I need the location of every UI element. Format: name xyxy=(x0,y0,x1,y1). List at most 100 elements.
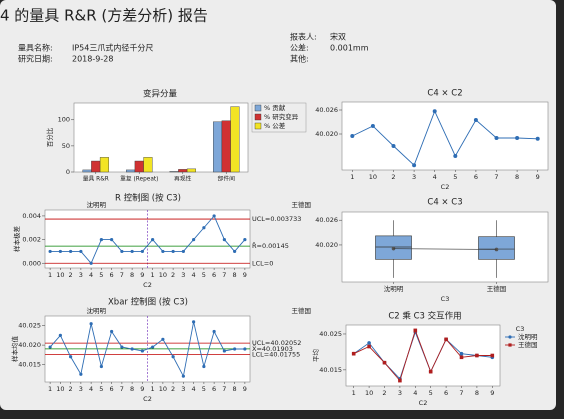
data-point xyxy=(181,249,185,254)
x-tick-label: 2 xyxy=(69,385,73,393)
data-point xyxy=(222,349,226,353)
y-axis-label: 平均 xyxy=(311,349,320,363)
chart-title: C4 × C2 xyxy=(427,89,462,99)
bar xyxy=(125,169,136,173)
data-line xyxy=(49,321,245,378)
data-point xyxy=(192,237,196,242)
data-point xyxy=(110,329,114,334)
field-value: 0.001mm xyxy=(330,44,369,53)
chart-title: 变异分量 xyxy=(143,89,178,100)
y-tick-label: 0.004 xyxy=(22,212,41,220)
x-tick-label: 4 xyxy=(192,271,196,279)
x-tick-label: 1 xyxy=(151,385,155,393)
data-point xyxy=(151,237,155,242)
chart-title: C2 乘 C3 交互作用 xyxy=(388,311,461,322)
y-tick-label: 40.025 xyxy=(18,322,41,330)
legend-label: % 研究变异 xyxy=(264,112,299,121)
data-point xyxy=(151,345,155,349)
group-label: 沈明明 xyxy=(87,306,107,315)
y-axis-label: 样本均值 xyxy=(10,336,19,363)
x-tick-label: 沈明明 xyxy=(384,284,404,293)
data-line xyxy=(50,215,246,265)
mean-line xyxy=(393,248,497,250)
field-value: 宋双 xyxy=(330,32,346,42)
data-point xyxy=(130,347,134,351)
x-tick-label: 1 xyxy=(151,271,155,279)
control-limit-label: UCL=0.003733 xyxy=(252,215,301,223)
x-tick-label: 部件间 xyxy=(218,175,236,183)
data-point xyxy=(161,337,165,341)
x-tick-label: 6 xyxy=(212,271,216,279)
data-point xyxy=(181,374,185,378)
x-tick-label: 3 xyxy=(398,389,402,397)
chart-title: C4 × C3 xyxy=(427,198,462,208)
x-tick-label: 4 xyxy=(89,385,93,393)
data-point xyxy=(110,237,114,242)
x-tick-label: 10 xyxy=(365,389,373,397)
x-tick-label: 4 xyxy=(413,389,417,397)
data-point xyxy=(192,320,196,324)
data-point xyxy=(370,124,375,128)
field-label: 公差: xyxy=(290,43,309,53)
legend-label: % 贡献 xyxy=(264,103,286,112)
y-tick-label: 50 xyxy=(62,142,70,150)
x-tick-label: 10 xyxy=(56,385,64,393)
x-tick-label: 3 xyxy=(79,385,83,393)
x-tick-label: 10 xyxy=(159,385,167,393)
bar xyxy=(169,171,179,173)
bar xyxy=(178,169,188,173)
field-value: IP54三爪式内径千分尺 xyxy=(72,43,153,53)
chart-title: R 控制图 (按 C3) xyxy=(115,193,181,204)
data-point xyxy=(350,134,355,138)
x-axis-label: C2 xyxy=(441,183,450,191)
data-point xyxy=(202,364,206,369)
x-tick-label: 9 xyxy=(243,271,247,279)
data-point xyxy=(212,329,216,334)
x-tick-label: 2 xyxy=(171,271,175,279)
x-tick-label: 10 xyxy=(369,173,377,181)
y-axis-label: 样本极差 xyxy=(12,226,21,253)
data-point xyxy=(79,249,83,254)
x-tick-label: 9 xyxy=(490,389,494,397)
x-tick-label: 4 xyxy=(433,173,437,181)
group-label: 沈明明 xyxy=(87,200,107,209)
data-point xyxy=(494,136,499,140)
x-tick-label: 9 xyxy=(536,173,540,181)
data-point xyxy=(233,347,237,351)
chart-title: Xbar 控制图 (按 C3) xyxy=(108,297,188,308)
x-tick-label: 2 xyxy=(391,173,395,181)
data-point xyxy=(432,109,437,114)
x-tick-label: 4 xyxy=(89,271,93,279)
x-tick-label: 1 xyxy=(350,173,354,181)
data-point xyxy=(202,226,206,230)
data-point xyxy=(475,353,479,358)
control-limit-label: X̄=40.01903 xyxy=(252,344,293,353)
data-point xyxy=(69,249,73,254)
control-limit-label: R̄=0.00145 xyxy=(252,241,289,250)
plot-area xyxy=(341,101,549,171)
y-tick-label: 100 xyxy=(58,116,70,124)
x-tick-label: 再现性 xyxy=(174,175,192,183)
x-tick-label: 7 xyxy=(120,385,124,393)
y-tick-label: 0.002 xyxy=(22,236,41,244)
data-point xyxy=(351,351,356,356)
bar xyxy=(91,160,101,173)
y-axis-label: 百分比 xyxy=(45,127,54,147)
bar xyxy=(82,169,92,173)
x-axis-label: C2 xyxy=(143,281,152,289)
group-label: 王德国 xyxy=(292,306,312,315)
data-point xyxy=(490,353,495,358)
data-point xyxy=(243,347,247,351)
data-point xyxy=(473,118,478,122)
data-line xyxy=(352,110,538,166)
bar xyxy=(143,157,153,173)
x-tick-label: 8 xyxy=(130,385,134,393)
data-point xyxy=(412,163,417,168)
y-tick-label: 40.020 xyxy=(18,341,41,349)
y-tick-label: 40.020 xyxy=(315,241,338,249)
data-point xyxy=(382,360,387,365)
control-limit-label: LCL=40.01755 xyxy=(252,351,300,359)
x-tick-label: 3 xyxy=(412,173,416,181)
x-tick-label: 7 xyxy=(222,385,226,393)
x-tick-label: 8 xyxy=(475,389,479,397)
